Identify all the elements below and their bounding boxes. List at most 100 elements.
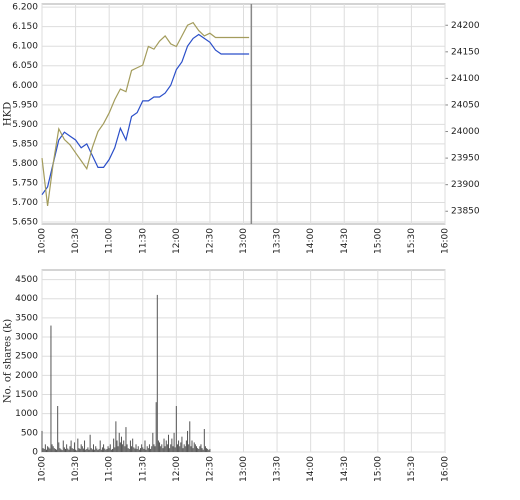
volume-bar xyxy=(41,430,43,452)
volume-bar xyxy=(92,444,94,452)
volume-bar xyxy=(173,432,175,452)
volume-bar xyxy=(159,442,161,452)
y-tick-label: 0 xyxy=(32,448,38,458)
volume-bar xyxy=(66,444,68,452)
volume-bar xyxy=(160,446,162,452)
volume-bar xyxy=(147,448,149,452)
x-tick-label: 10:00 xyxy=(38,456,48,482)
y2-tick-label: 24050 xyxy=(451,100,480,110)
volume-bar xyxy=(134,448,136,452)
x-tick-label: 15:30 xyxy=(407,456,417,482)
volume-bar xyxy=(191,440,193,452)
y-tick-label: 3000 xyxy=(15,333,38,343)
volume-bar xyxy=(75,449,77,452)
y-tick-label: 6.100 xyxy=(12,42,38,52)
volume-bar xyxy=(128,448,130,452)
volume-bar xyxy=(99,440,101,452)
volume-bar xyxy=(109,444,111,452)
volume-bar xyxy=(133,447,135,452)
volume-bar xyxy=(201,448,203,452)
volume-bar xyxy=(98,448,100,452)
volume-bar xyxy=(203,429,205,452)
volume-bar xyxy=(161,444,163,452)
volume-bar xyxy=(157,440,159,452)
volume-bar xyxy=(78,448,80,452)
volume-bar xyxy=(178,440,180,452)
volume-bar xyxy=(69,446,71,452)
volume-bar xyxy=(124,446,126,452)
volume-bar xyxy=(200,444,202,452)
volume-bar xyxy=(150,448,152,452)
volume-bar xyxy=(204,446,206,452)
y-tick-label: 4000 xyxy=(15,294,38,304)
y2-tick-label: 23900 xyxy=(451,180,480,190)
y-tick-label: 4500 xyxy=(15,275,38,285)
volume-bar xyxy=(90,448,92,452)
volume-bar xyxy=(175,406,177,452)
y2-tick-label: 23950 xyxy=(451,154,480,164)
volume-bar xyxy=(194,444,196,452)
y-tick-label: 2500 xyxy=(15,352,38,362)
y-tick-label: 6.050 xyxy=(12,61,38,71)
volume-bar xyxy=(103,444,105,452)
volume-bar xyxy=(60,449,62,452)
volume-bar xyxy=(82,448,84,452)
y2-tick-label: 24150 xyxy=(451,47,480,57)
volume-bar xyxy=(97,450,99,452)
volume-bar xyxy=(54,448,56,452)
volume-bar xyxy=(63,447,65,452)
volume-bar xyxy=(208,450,210,452)
volume-bar xyxy=(185,440,187,452)
volume-bar xyxy=(182,448,184,452)
volume-bar xyxy=(189,421,191,452)
volume-bar xyxy=(80,444,82,452)
volume-bar xyxy=(70,440,72,452)
x-tick-label: 14:00 xyxy=(306,456,316,482)
volume-bar xyxy=(53,448,55,452)
x-tick-label: 15:30 xyxy=(407,228,417,254)
volume-bar xyxy=(120,436,122,452)
x-tick-label: 10:00 xyxy=(38,228,48,254)
x-tick-label: 14:30 xyxy=(340,456,350,482)
volume-bar xyxy=(84,440,86,452)
x-tick-label: 12:00 xyxy=(172,456,182,482)
volume-bar xyxy=(79,448,81,452)
volume-bar xyxy=(184,446,186,452)
volume-bar xyxy=(106,448,108,452)
volume-bar xyxy=(162,448,164,452)
volume-bar xyxy=(202,449,204,452)
x-tick-label: 15:00 xyxy=(373,228,383,254)
x-tick-label: 13:30 xyxy=(273,456,283,482)
volume-bar xyxy=(68,449,70,452)
volume-bar xyxy=(87,447,89,452)
volume-bar xyxy=(100,449,102,452)
volume-bar xyxy=(198,448,200,452)
volume-bar xyxy=(52,446,54,452)
volume-bar xyxy=(143,448,145,452)
y2-tick-label: 24100 xyxy=(451,74,480,84)
y-tick-label: 5.650 xyxy=(12,218,38,228)
volume-bar xyxy=(42,448,44,452)
volume-bar xyxy=(180,442,182,452)
volume-bar xyxy=(169,448,171,452)
volume-bar xyxy=(104,448,106,452)
volume-bar xyxy=(135,444,137,452)
x-tick-label: 15:00 xyxy=(373,456,383,482)
volume-bar xyxy=(58,442,60,452)
y-tick-label: 6.000 xyxy=(12,81,38,91)
volume-bar xyxy=(47,446,49,452)
volume-bar xyxy=(61,450,63,452)
y-tick-label: 6.200 xyxy=(12,3,38,13)
volume-bar xyxy=(101,447,103,452)
volume-bar xyxy=(195,446,197,452)
volume-bar xyxy=(110,449,112,452)
price-line xyxy=(41,21,250,207)
y-tick-label: 5.800 xyxy=(12,159,38,169)
volume-bar xyxy=(152,432,154,452)
volume-bar xyxy=(45,449,47,452)
volume-bar xyxy=(67,448,69,452)
volume-bar xyxy=(71,448,73,452)
volume-bar xyxy=(95,446,97,452)
volume-bar xyxy=(108,448,110,452)
